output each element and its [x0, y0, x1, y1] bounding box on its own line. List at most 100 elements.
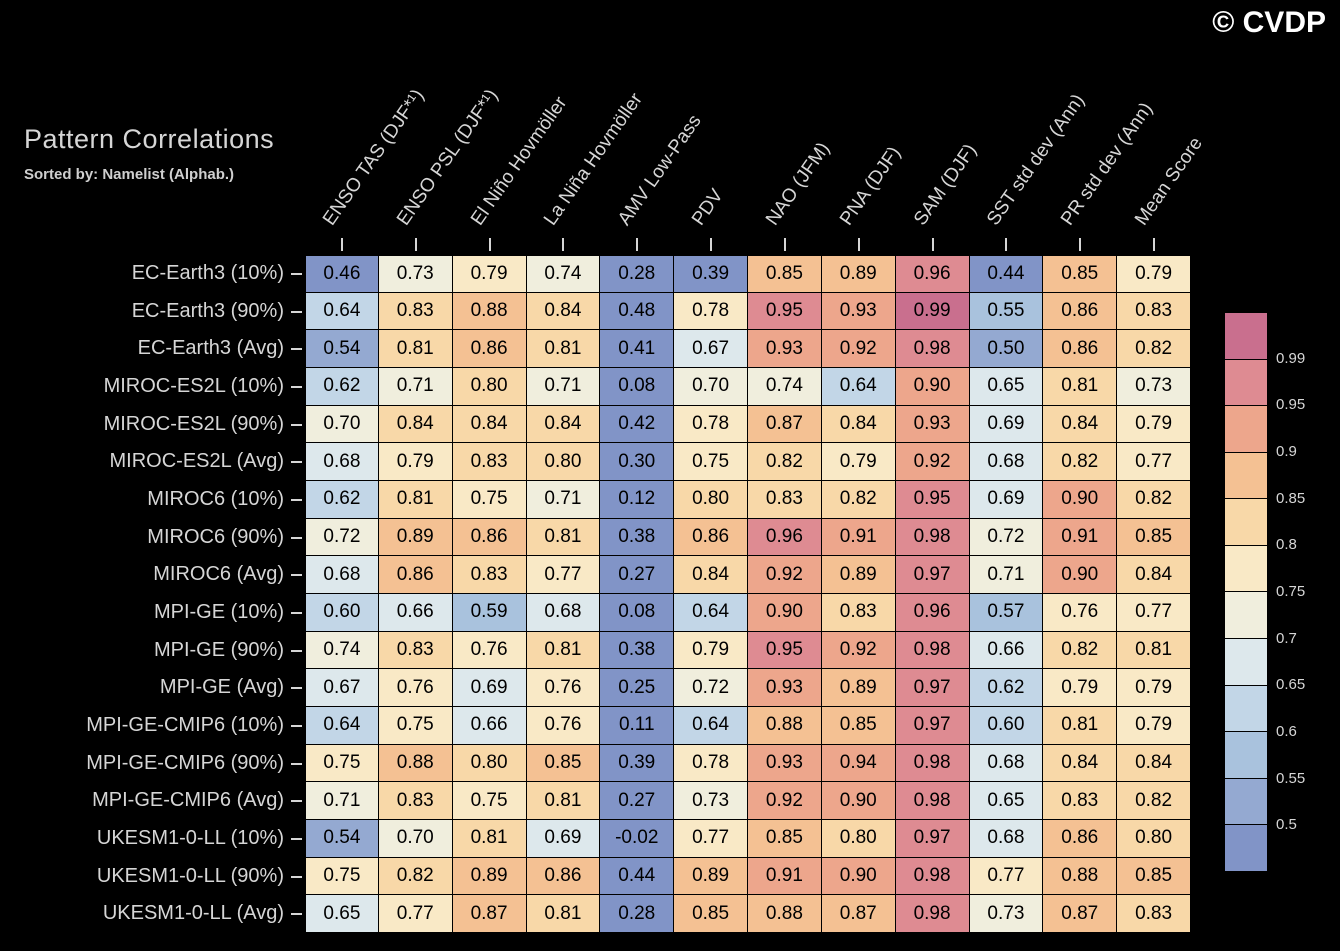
row-label: MPI-GE (Avg) — [159, 676, 284, 699]
heatmap-cell: 0.83 — [748, 481, 822, 519]
heatmap-cell: 0.82 — [1117, 330, 1191, 368]
heatmap-cell: 0.72 — [305, 518, 379, 557]
row-label: MPI-GE (10%) — [153, 601, 284, 623]
colorbar-label: 0.95 — [1276, 396, 1306, 414]
heatmap-cell: 0.39 — [674, 255, 748, 293]
row-label: UKESM1-0-LL (90%) — [96, 864, 284, 887]
heatmap-cell: 0.98 — [895, 895, 970, 933]
heatmap-cell: 0.73 — [674, 782, 748, 820]
heatmap-cell: 0.70 — [674, 368, 748, 406]
heatmap-cell: 0.68 — [969, 744, 1044, 783]
heatmap-cell: 0.83 — [1117, 895, 1191, 933]
row-label: MIROC6 (90%) — [147, 525, 284, 548]
heatmap-cell: 0.91 — [748, 857, 822, 896]
colorbar-label: 0.75 — [1276, 583, 1306, 600]
heatmap-cell: 0.79 — [452, 255, 527, 293]
row-label: MIROC6 (10%) — [147, 488, 284, 510]
row-label: MIROC6 (Avg) — [153, 563, 284, 586]
column-tick — [414, 238, 417, 251]
heatmap-cell: 0.81 — [378, 481, 453, 519]
heatmap-cell: 0.77 — [378, 895, 453, 933]
heatmap-cell: 0.83 — [378, 782, 453, 820]
heatmap-cell: 0.74 — [526, 255, 601, 293]
heatmap-cell: 0.82 — [1043, 443, 1118, 481]
heatmap-cell: 0.77 — [674, 820, 748, 858]
heatmap-cell: 0.81 — [526, 782, 601, 820]
heatmap-cell: 0.84 — [452, 405, 527, 444]
heatmap-cell: 0.72 — [969, 518, 1044, 557]
heatmap-cell: 0.87 — [1043, 895, 1118, 933]
heatmap-cell: 0.90 — [821, 857, 896, 896]
heatmap-cell: 0.93 — [748, 669, 822, 707]
row-label: MPI-GE-CMIP6 (10%) — [86, 714, 284, 736]
heatmap-cell: 0.69 — [969, 405, 1044, 444]
heatmap-cell: 0.78 — [674, 405, 748, 444]
colorbar-label: 0.65 — [1276, 676, 1306, 694]
heatmap-cell: 0.98 — [895, 518, 970, 557]
heatmap-cell: 0.83 — [452, 443, 527, 481]
heatmap-cell: 0.67 — [674, 330, 748, 368]
heatmap-cell: 0.88 — [378, 744, 453, 783]
heatmap-cell: 0.99 — [895, 292, 970, 331]
heatmap-cell: 0.64 — [674, 707, 748, 745]
heatmap-cell: 0.84 — [1043, 405, 1118, 444]
heatmap-cell: 0.82 — [821, 481, 896, 519]
row-tick — [291, 423, 302, 426]
heatmap-cell: 0.90 — [895, 368, 970, 406]
heatmap-cell: 0.96 — [748, 518, 822, 557]
heatmap-cell: 0.44 — [600, 857, 675, 896]
heatmap-cell: 0.08 — [600, 594, 675, 632]
heatmap-cell: 0.38 — [600, 631, 675, 670]
row-tick — [291, 385, 302, 388]
heatmap-cell: 0.93 — [821, 292, 896, 331]
heatmap-cell: 0.44 — [969, 255, 1044, 293]
heatmap-cell: 0.68 — [969, 443, 1044, 481]
heatmap-cell: 0.93 — [748, 744, 822, 783]
heatmap-cell: 0.70 — [305, 405, 379, 444]
heatmap-cell: 0.65 — [969, 782, 1044, 820]
heatmap-cell: 0.71 — [526, 481, 601, 519]
heatmap-cell: 0.80 — [452, 368, 527, 406]
row-label: UKESM1-0-LL (10%) — [96, 827, 284, 849]
heatmap-cell: 0.74 — [305, 631, 379, 670]
heatmap-cell: 0.85 — [526, 744, 601, 783]
heatmap-cell: 0.70 — [378, 820, 453, 858]
heatmap-cell: 0.76 — [1043, 594, 1118, 632]
row-label: MPI-GE (90%) — [153, 638, 284, 661]
row-tick — [291, 649, 302, 652]
heatmap-cell: 0.11 — [600, 707, 675, 745]
column-tick — [562, 238, 565, 251]
heatmap-cell: 0.92 — [895, 443, 970, 481]
heatmap-cell: 0.68 — [969, 820, 1044, 858]
colorbar-segment — [1225, 778, 1267, 826]
heatmap-cell: 0.76 — [378, 669, 453, 707]
heatmap-cell: 0.87 — [748, 405, 822, 444]
heatmap-cell: 0.68 — [305, 443, 379, 481]
row-tick — [291, 498, 302, 501]
heatmap-cell: 0.86 — [452, 330, 527, 368]
heatmap-cell: 0.81 — [452, 820, 527, 858]
heatmap-cell: 0.79 — [1043, 669, 1118, 707]
heatmap-cell: 0.85 — [1117, 518, 1191, 557]
heatmap-cell: 0.54 — [305, 820, 379, 858]
cvdp-watermark: © CVDP — [1212, 6, 1326, 39]
heatmap-cell: 0.42 — [600, 405, 675, 444]
heatmap-cell: 0.82 — [1117, 481, 1191, 519]
heatmap-cell: 0.66 — [378, 594, 453, 632]
heatmap-cell: 0.98 — [895, 631, 970, 670]
heatmap-grid: 0.46 0.73 0.79 0.74 0.28 0.39 0.85 0.89 0.96 0.44… — [305, 255, 1191, 933]
heatmap-cell: 0.82 — [748, 443, 822, 481]
heatmap-cell: 0.71 — [526, 368, 601, 406]
heatmap-cell: 0.79 — [1117, 255, 1191, 293]
row-label: MPI-GE-CMIP6 (90%) — [86, 751, 284, 774]
colorbar-segment — [1225, 452, 1267, 500]
heatmap-cell: 0.64 — [305, 707, 379, 745]
heatmap-cell: 0.92 — [748, 556, 822, 594]
heatmap-cell: 0.75 — [452, 481, 527, 519]
heatmap-cell: 0.82 — [1117, 782, 1191, 820]
heatmap-cell: 0.83 — [1117, 292, 1191, 331]
row-label: MIROC-ES2L (Avg) — [109, 450, 284, 473]
heatmap-cell: 0.88 — [748, 895, 822, 933]
heatmap-cell: 0.76 — [526, 669, 601, 707]
heatmap-cell: 0.28 — [600, 255, 675, 293]
